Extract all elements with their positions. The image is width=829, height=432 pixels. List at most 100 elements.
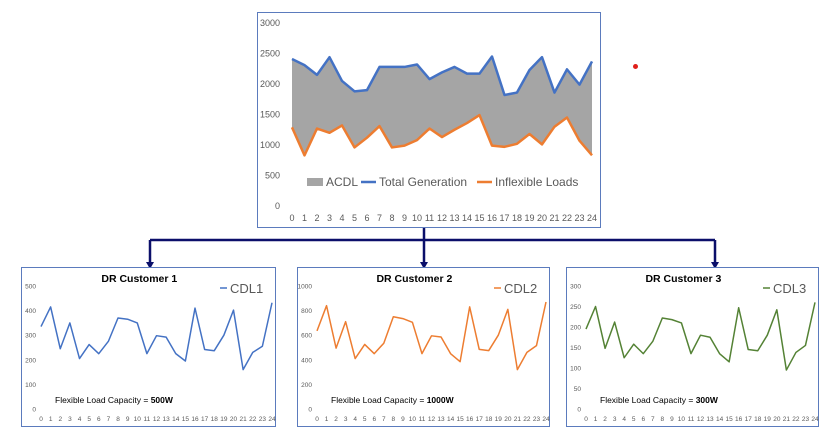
arrow-head-1: [146, 262, 154, 269]
x-tick-label: 23: [574, 213, 584, 223]
x-tick-label: 3: [327, 213, 332, 223]
x-tick-label: 22: [562, 213, 572, 223]
x-tick-label: 24: [542, 416, 550, 423]
x-tick-label: 2: [58, 416, 62, 423]
x-tick-label: 13: [449, 213, 459, 223]
x-tick-label: 3: [68, 416, 72, 423]
x-tick-label: 12: [437, 213, 447, 223]
y-tick-label: 500: [265, 171, 280, 181]
flexible-load-capacity-note: Flexible Load Capacity = 500W: [55, 395, 174, 405]
dr-customer-1-chart: DR Customer 1 CDL1 0 100 200 300 400 500 0 1 2 3 4 5 6…: [21, 267, 276, 427]
y-tick-label: 0: [32, 407, 36, 414]
x-tick-label: 2: [603, 416, 607, 423]
x-tick-label: 0: [584, 416, 588, 423]
y-tick-label: 0: [275, 201, 280, 211]
y-tick-label: 600: [301, 333, 312, 340]
x-tick-label: 7: [651, 416, 655, 423]
acdl-area: [292, 56, 592, 156]
x-tick-label: 24: [587, 213, 597, 223]
x-tick-label: 9: [401, 416, 405, 423]
y-tick-label: 100: [25, 382, 36, 389]
x-tick-label: 13: [163, 416, 171, 423]
x-tick-label: 18: [485, 416, 493, 423]
x-tick-label: 4: [339, 213, 344, 223]
capacity-value: 300W: [696, 395, 719, 405]
x-tick-label: 6: [641, 416, 645, 423]
x-tick-label: 17: [499, 213, 509, 223]
x-tick-label: 5: [352, 213, 357, 223]
y-tick-label: 300: [570, 284, 581, 291]
y-tick-label: 300: [25, 333, 36, 340]
x-tick-label: 7: [377, 213, 382, 223]
x-tick-label: 10: [412, 213, 422, 223]
x-tick-label: 3: [344, 416, 348, 423]
y-tick-label: 2500: [260, 49, 280, 59]
x-tick-label: 6: [372, 416, 376, 423]
x-tick-label: 21: [549, 213, 559, 223]
x-tick-label: 15: [182, 416, 190, 423]
arrow-head-3: [711, 262, 719, 269]
y-tick-label: 400: [301, 357, 312, 364]
x-tick-label: 16: [191, 416, 199, 423]
x-tick-label: 17: [476, 416, 484, 423]
y-tick-label: 150: [570, 345, 581, 352]
x-tick-label: 4: [78, 416, 82, 423]
x-tick-label: 1: [302, 213, 307, 223]
chart-title: DR Customer 3: [645, 273, 721, 285]
y-tick-label: 100: [570, 366, 581, 373]
x-tick-label: 23: [802, 416, 810, 423]
x-tick-label: 22: [523, 416, 531, 423]
y-tick-label: 500: [25, 284, 36, 291]
x-tick-label: 18: [754, 416, 762, 423]
x-tick-label: 11: [419, 416, 426, 423]
x-tick-label: 8: [392, 416, 396, 423]
x-tick-label: 2: [334, 416, 338, 423]
y-tick-label: 1500: [260, 110, 280, 120]
x-tick-label: 2: [314, 213, 319, 223]
y-tick-label: 800: [301, 308, 312, 315]
x-tick-label: 10: [409, 416, 417, 423]
chart-title: DR Customer 1: [101, 273, 177, 285]
flexible-load-capacity-note: Flexible Load Capacity = 1000W: [331, 395, 455, 405]
x-tick-label: 17: [745, 416, 753, 423]
x-tick-label: 8: [389, 213, 394, 223]
x-tick-label: 5: [363, 416, 367, 423]
x-tick-label: 16: [735, 416, 743, 423]
x-tick-label: 19: [524, 213, 534, 223]
x-tick-label: 20: [773, 416, 781, 423]
x-tick-label: 14: [462, 213, 472, 223]
y-tick-label: 200: [25, 357, 36, 364]
x-tick-label: 0: [315, 416, 319, 423]
y-tick-label: 3000: [260, 18, 280, 28]
acdl-main-chart: 0 500 1000 1500 2000 2500 3000 0 1 2 3 4 5 6 7 8 9 10 11 12…: [257, 12, 601, 228]
x-tick-label: 17: [201, 416, 209, 423]
x-tick-label: 4: [622, 416, 626, 423]
x-tick-label: 23: [533, 416, 541, 423]
legend-label-cdl2: CDL2: [504, 281, 537, 296]
x-tick-label: 8: [661, 416, 665, 423]
x-tick-label: 21: [240, 416, 248, 423]
dr-customer-2-chart: DR Customer 2 CDL2 0 200 400 600 800 1000 0 1 2 3 4 5…: [297, 267, 550, 427]
x-tick-label: 10: [678, 416, 686, 423]
x-tick-label: 14: [447, 416, 455, 423]
cdl3-line: [585, 302, 816, 371]
x-tick-label: 15: [457, 416, 465, 423]
x-tick-label: 12: [428, 416, 436, 423]
x-tick-label: 14: [172, 416, 180, 423]
x-tick-label: 16: [487, 213, 497, 223]
x-tick-label: 12: [697, 416, 705, 423]
arrow-head-2: [420, 262, 428, 269]
x-tick-label: 22: [249, 416, 257, 423]
x-tick-label: 1: [594, 416, 598, 423]
legend-label-acdl: ACDL: [326, 175, 358, 189]
y-tick-label: 200: [301, 382, 312, 389]
x-tick-label: 6: [364, 213, 369, 223]
x-tick-label: 9: [670, 416, 674, 423]
x-tick-label: 21: [783, 416, 791, 423]
x-tick-label: 8: [116, 416, 120, 423]
y-tick-label: 1000: [298, 284, 313, 291]
y-tick-label: 0: [577, 407, 581, 414]
capacity-label: Flexible Load Capacity =: [55, 395, 151, 405]
